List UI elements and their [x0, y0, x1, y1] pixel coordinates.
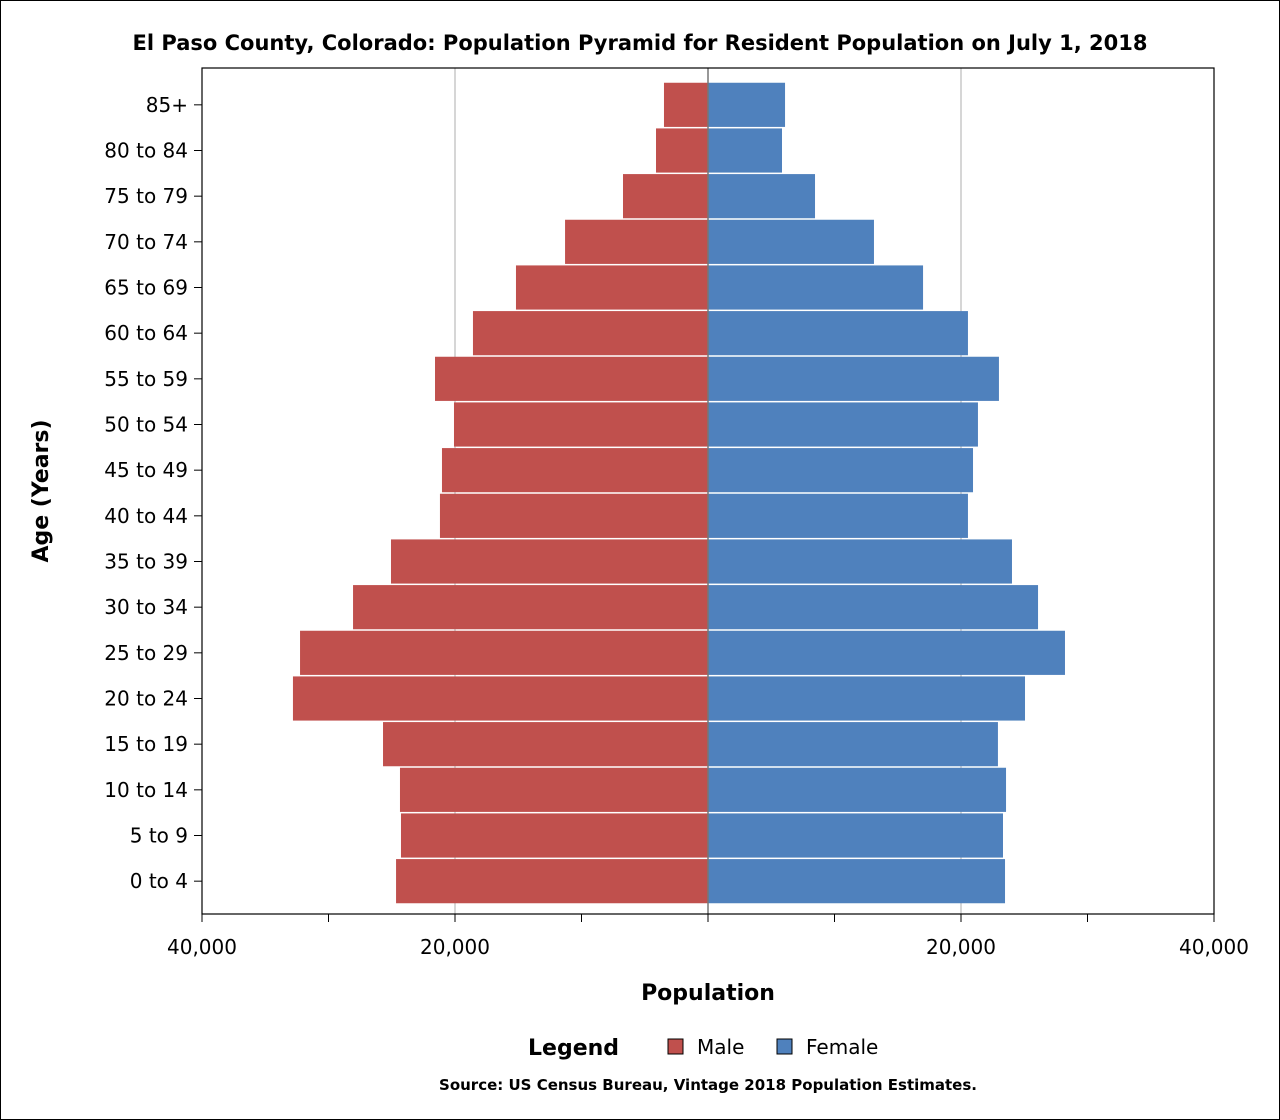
legend-swatch-female: [776, 1038, 793, 1055]
source-note: Source: US Census Bureau, Vintage 2018 P…: [439, 1076, 977, 1094]
bar-female: [708, 219, 874, 264]
bar-female: [708, 539, 1012, 584]
bar-female: [708, 356, 999, 401]
bar-male: [515, 265, 708, 310]
bar-male: [300, 630, 708, 675]
legend: Legend Male Female: [528, 1035, 878, 1061]
bar-male: [472, 311, 708, 356]
y-tick-label: 40 to 44: [104, 504, 188, 528]
bar-female: [708, 859, 1006, 904]
x-axis-label: Population: [641, 981, 775, 1006]
bar-female: [708, 174, 816, 219]
x-tick-label: 40,000: [1179, 935, 1249, 959]
bar-male: [396, 859, 708, 904]
y-tick-label: 75 to 79: [104, 184, 188, 208]
x-tick-label: 20,000: [420, 935, 490, 959]
bar-male: [565, 219, 708, 264]
plot-area: 85+ 80 to 84 75 to 79 70 to 74 65 to 69 60 to…: [104, 67, 1249, 959]
bar-male: [453, 402, 708, 447]
bar-female: [708, 311, 968, 356]
y-tick-label: 70 to 74: [104, 230, 188, 254]
legend-title: Legend: [528, 1036, 619, 1061]
y-tick-label: 0 to 4: [130, 869, 188, 893]
y-tick-label: 30 to 34: [104, 595, 188, 619]
bar-male: [292, 676, 708, 721]
bar-female: [708, 128, 783, 173]
y-tick-label: 10 to 14: [104, 778, 188, 802]
chart-title: El Paso County, Colorado: Population Pyr…: [133, 31, 1148, 55]
bar-female: [708, 585, 1039, 630]
bar-female: [708, 676, 1026, 721]
y-tick-label: 45 to 49: [104, 458, 188, 482]
y-tick-label: 55 to 59: [104, 367, 188, 391]
x-tick-label: 20,000: [926, 935, 996, 959]
bar-female: [708, 402, 978, 447]
y-tick-label: 80 to 84: [104, 139, 188, 163]
bar-female: [708, 493, 968, 538]
y-tick-label: 15 to 19: [104, 732, 188, 756]
y-tick-label: 60 to 64: [104, 321, 188, 345]
legend-swatch-male: [667, 1038, 684, 1055]
bar-male: [390, 539, 708, 584]
bar-male: [663, 82, 708, 127]
bar-female: [708, 630, 1065, 675]
legend-label-female: Female: [806, 1035, 878, 1059]
bar-male: [439, 493, 708, 538]
bar-male: [399, 767, 708, 812]
y-tick-label: 20 to 24: [104, 687, 188, 711]
bar-female: [708, 813, 1003, 858]
y-tick-label: 65 to 69: [104, 276, 188, 300]
x-tick-label: 40,000: [167, 935, 237, 959]
bar-female: [708, 767, 1007, 812]
bar-male: [435, 356, 708, 401]
bar-male: [383, 722, 708, 767]
bar-male: [353, 585, 708, 630]
bar-male: [656, 128, 708, 173]
bar-male: [400, 813, 708, 858]
bar-female: [708, 265, 924, 310]
y-axis-label: Age (Years): [29, 419, 54, 562]
y-tick-label: 35 to 39: [104, 550, 188, 574]
bar-male: [622, 174, 708, 219]
bar-female: [708, 722, 998, 767]
y-tick-label: 85+: [146, 93, 188, 117]
y-tick-label: 5 to 9: [130, 824, 188, 848]
bar-female: [708, 448, 974, 493]
y-tick-label: 50 to 54: [104, 413, 188, 437]
bar-female: [708, 82, 786, 127]
y-tick-label: 25 to 29: [104, 641, 188, 665]
legend-label-male: Male: [697, 1035, 744, 1059]
bar-male: [441, 448, 708, 493]
